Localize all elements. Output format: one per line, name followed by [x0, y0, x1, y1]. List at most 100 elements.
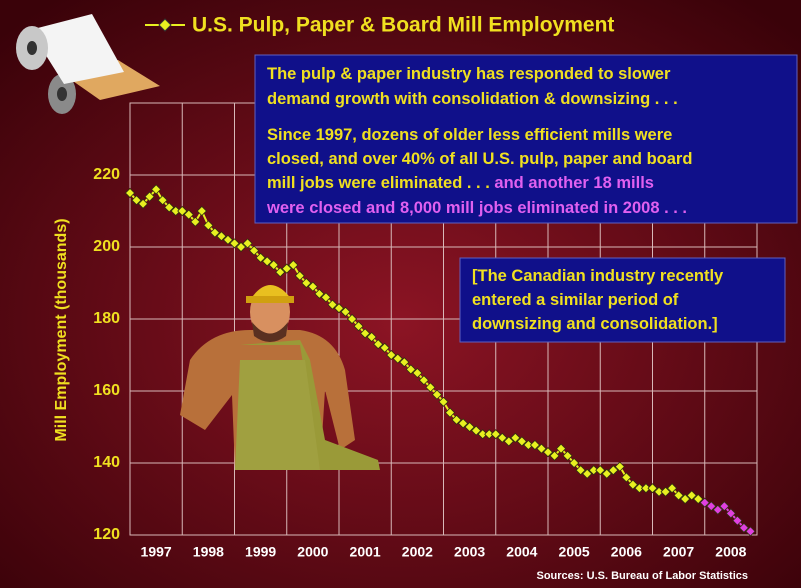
data-point [373, 339, 384, 350]
annotation-text: were closed and 8,000 mill jobs eliminat… [266, 199, 687, 217]
data-point [438, 396, 449, 407]
data-point [360, 328, 371, 339]
data-point [680, 493, 691, 505]
data-point [575, 465, 586, 476]
data-point [190, 216, 201, 227]
annotation-box [254, 54, 798, 224]
annotation-line: downsizing and consolidation.] [472, 315, 718, 333]
data-point [177, 205, 188, 217]
data-point [294, 270, 305, 281]
data-point [340, 306, 351, 317]
data-point [164, 202, 175, 213]
data-point [621, 472, 632, 483]
data-point [249, 245, 260, 256]
annotation-text: and another 18 mills [494, 174, 654, 192]
data-point [719, 501, 730, 512]
data-point [510, 432, 521, 443]
data-point [275, 267, 286, 278]
data-point [497, 432, 508, 443]
data-point [209, 227, 220, 238]
data-point [144, 191, 155, 202]
data-point [627, 479, 638, 490]
data-point [706, 501, 717, 512]
x-tick-label: 1997 [141, 544, 172, 560]
annotation-line: entered a similar period of [472, 291, 679, 309]
annotation-text: demand growth with consolidation & downs… [267, 90, 678, 108]
annotation-text: mill jobs were eliminated . . . [267, 174, 494, 192]
data-point [412, 367, 423, 379]
annotation-line: were closed and 8,000 mill jobs eliminat… [266, 199, 687, 217]
data-point [529, 439, 541, 451]
data-point [601, 468, 612, 479]
data-point [137, 198, 149, 209]
data-point [242, 238, 253, 249]
data-point [314, 288, 325, 299]
data-point [464, 421, 475, 433]
data-point [569, 457, 580, 469]
data-point [490, 429, 501, 440]
annotation-line: closed, and over 40% of all U.S. pulp, p… [267, 150, 692, 168]
x-tick-label: 2002 [402, 544, 433, 560]
data-point [693, 493, 704, 505]
x-tick-label: 1998 [193, 544, 224, 560]
data-point [725, 508, 736, 519]
annotation-box [459, 257, 786, 343]
data-point [542, 447, 554, 458]
data-point [379, 342, 390, 353]
x-tick-label: 2008 [715, 544, 746, 560]
x-tick-label: 2004 [506, 544, 537, 560]
data-point [660, 486, 671, 497]
annotation-text: downsizing and consolidation.] [472, 315, 718, 333]
x-tick-label: 2001 [350, 544, 381, 560]
data-point [536, 443, 547, 454]
annotation-line: [The Canadian industry recently [472, 267, 724, 285]
x-tick-label: 2000 [297, 544, 328, 560]
data-point [745, 526, 756, 537]
data-point [216, 231, 227, 242]
data-point [418, 375, 429, 386]
data-point [288, 259, 299, 271]
data-point [301, 277, 312, 289]
data-point [320, 292, 332, 303]
data-point [151, 184, 162, 195]
data-point [353, 321, 364, 332]
data-point [582, 468, 593, 479]
annotation-line: The pulp & paper industry has responded … [267, 65, 671, 83]
data-point [235, 241, 247, 253]
annotation-text: [The Canadian industry recently [472, 267, 724, 285]
x-tick-label: 2006 [611, 544, 642, 560]
data-point [183, 209, 194, 220]
data-point [366, 331, 377, 343]
data-point [405, 364, 416, 375]
data-point [614, 461, 625, 472]
data-point [255, 252, 266, 263]
data-point [458, 418, 469, 429]
data-point [268, 259, 279, 271]
data-point [712, 504, 723, 515]
worker-illustration [180, 285, 380, 470]
annotations: The pulp & paper industry has responded … [266, 65, 724, 333]
data-point [444, 407, 456, 418]
data-point [503, 436, 514, 447]
annotation-text: Since 1997, dozens of older less efficie… [267, 126, 672, 144]
data-point [673, 490, 684, 501]
plot [124, 184, 756, 537]
data-point [386, 349, 397, 361]
data-point [262, 256, 273, 267]
data-point [307, 281, 318, 292]
data-point [203, 220, 214, 231]
data-point [131, 195, 142, 206]
data-point [346, 313, 358, 325]
paper-rolls-icon [16, 14, 160, 114]
data-point [425, 382, 436, 393]
data-point [471, 425, 482, 436]
data-point [229, 238, 240, 249]
y-tick-label: 220 [93, 166, 120, 183]
annotation-text: closed, and over 40% of all U.S. pulp, p… [267, 150, 692, 168]
data-point [196, 205, 207, 217]
data-point [555, 443, 567, 454]
data-point [222, 234, 234, 245]
data-point [699, 497, 710, 508]
y-tick-label: 200 [93, 238, 120, 255]
